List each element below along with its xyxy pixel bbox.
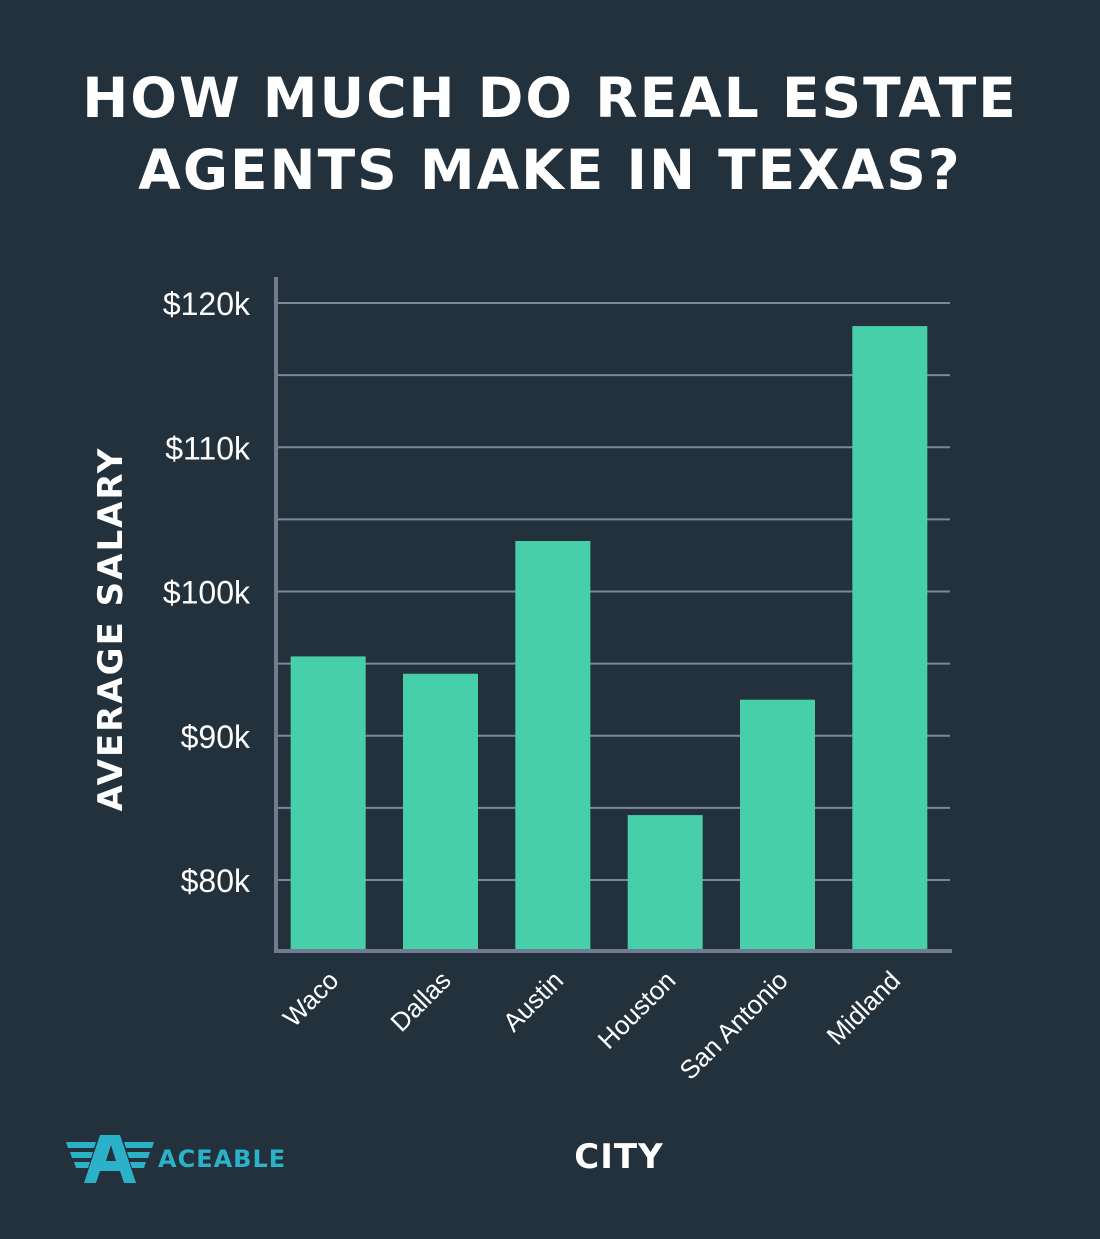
chart-title-line-2: AGENTS MAKE IN TEXAS? <box>138 138 962 202</box>
bar-houston <box>627 815 703 949</box>
y-axis-label: AVERAGE SALARY <box>91 447 131 812</box>
bar-austin <box>515 541 591 949</box>
chart-title: HOW MUCH DO REAL ESTATE AGENTS MAKE IN T… <box>0 62 1100 206</box>
y-tick-label: $110k <box>165 430 251 466</box>
y-tick-label: $90k <box>181 719 251 755</box>
aceable-winged-a-icon <box>66 1135 154 1183</box>
chart-title-line-1: HOW MUCH DO REAL ESTATE <box>82 66 1018 130</box>
y-tick-label: $80k <box>181 863 251 899</box>
y-tick-label: $100k <box>163 575 251 611</box>
x-tick-label: Dallas <box>384 965 456 1037</box>
x-tick-label: Midland <box>820 965 906 1051</box>
bar-waco <box>290 656 366 949</box>
y-tick-label: $120k <box>163 286 251 322</box>
gridlines <box>276 302 950 881</box>
x-tick-label: San Antonio <box>673 965 793 1085</box>
x-axis-label: CITY <box>574 1137 663 1177</box>
logo-wordmark: ACEABLE <box>158 1145 286 1173</box>
x-tick-label: Houston <box>592 965 682 1055</box>
x-tick-label: Waco <box>277 965 345 1033</box>
aceable-logo: ACEABLE <box>66 1135 286 1185</box>
bar-san-antonio <box>740 699 815 949</box>
bars <box>290 326 928 950</box>
x-tick-label: Austin <box>497 965 569 1037</box>
bar-midland <box>852 326 928 950</box>
y-axis: $80k $90k $100k $110k $120k <box>163 277 278 953</box>
bar-dallas <box>403 673 478 949</box>
